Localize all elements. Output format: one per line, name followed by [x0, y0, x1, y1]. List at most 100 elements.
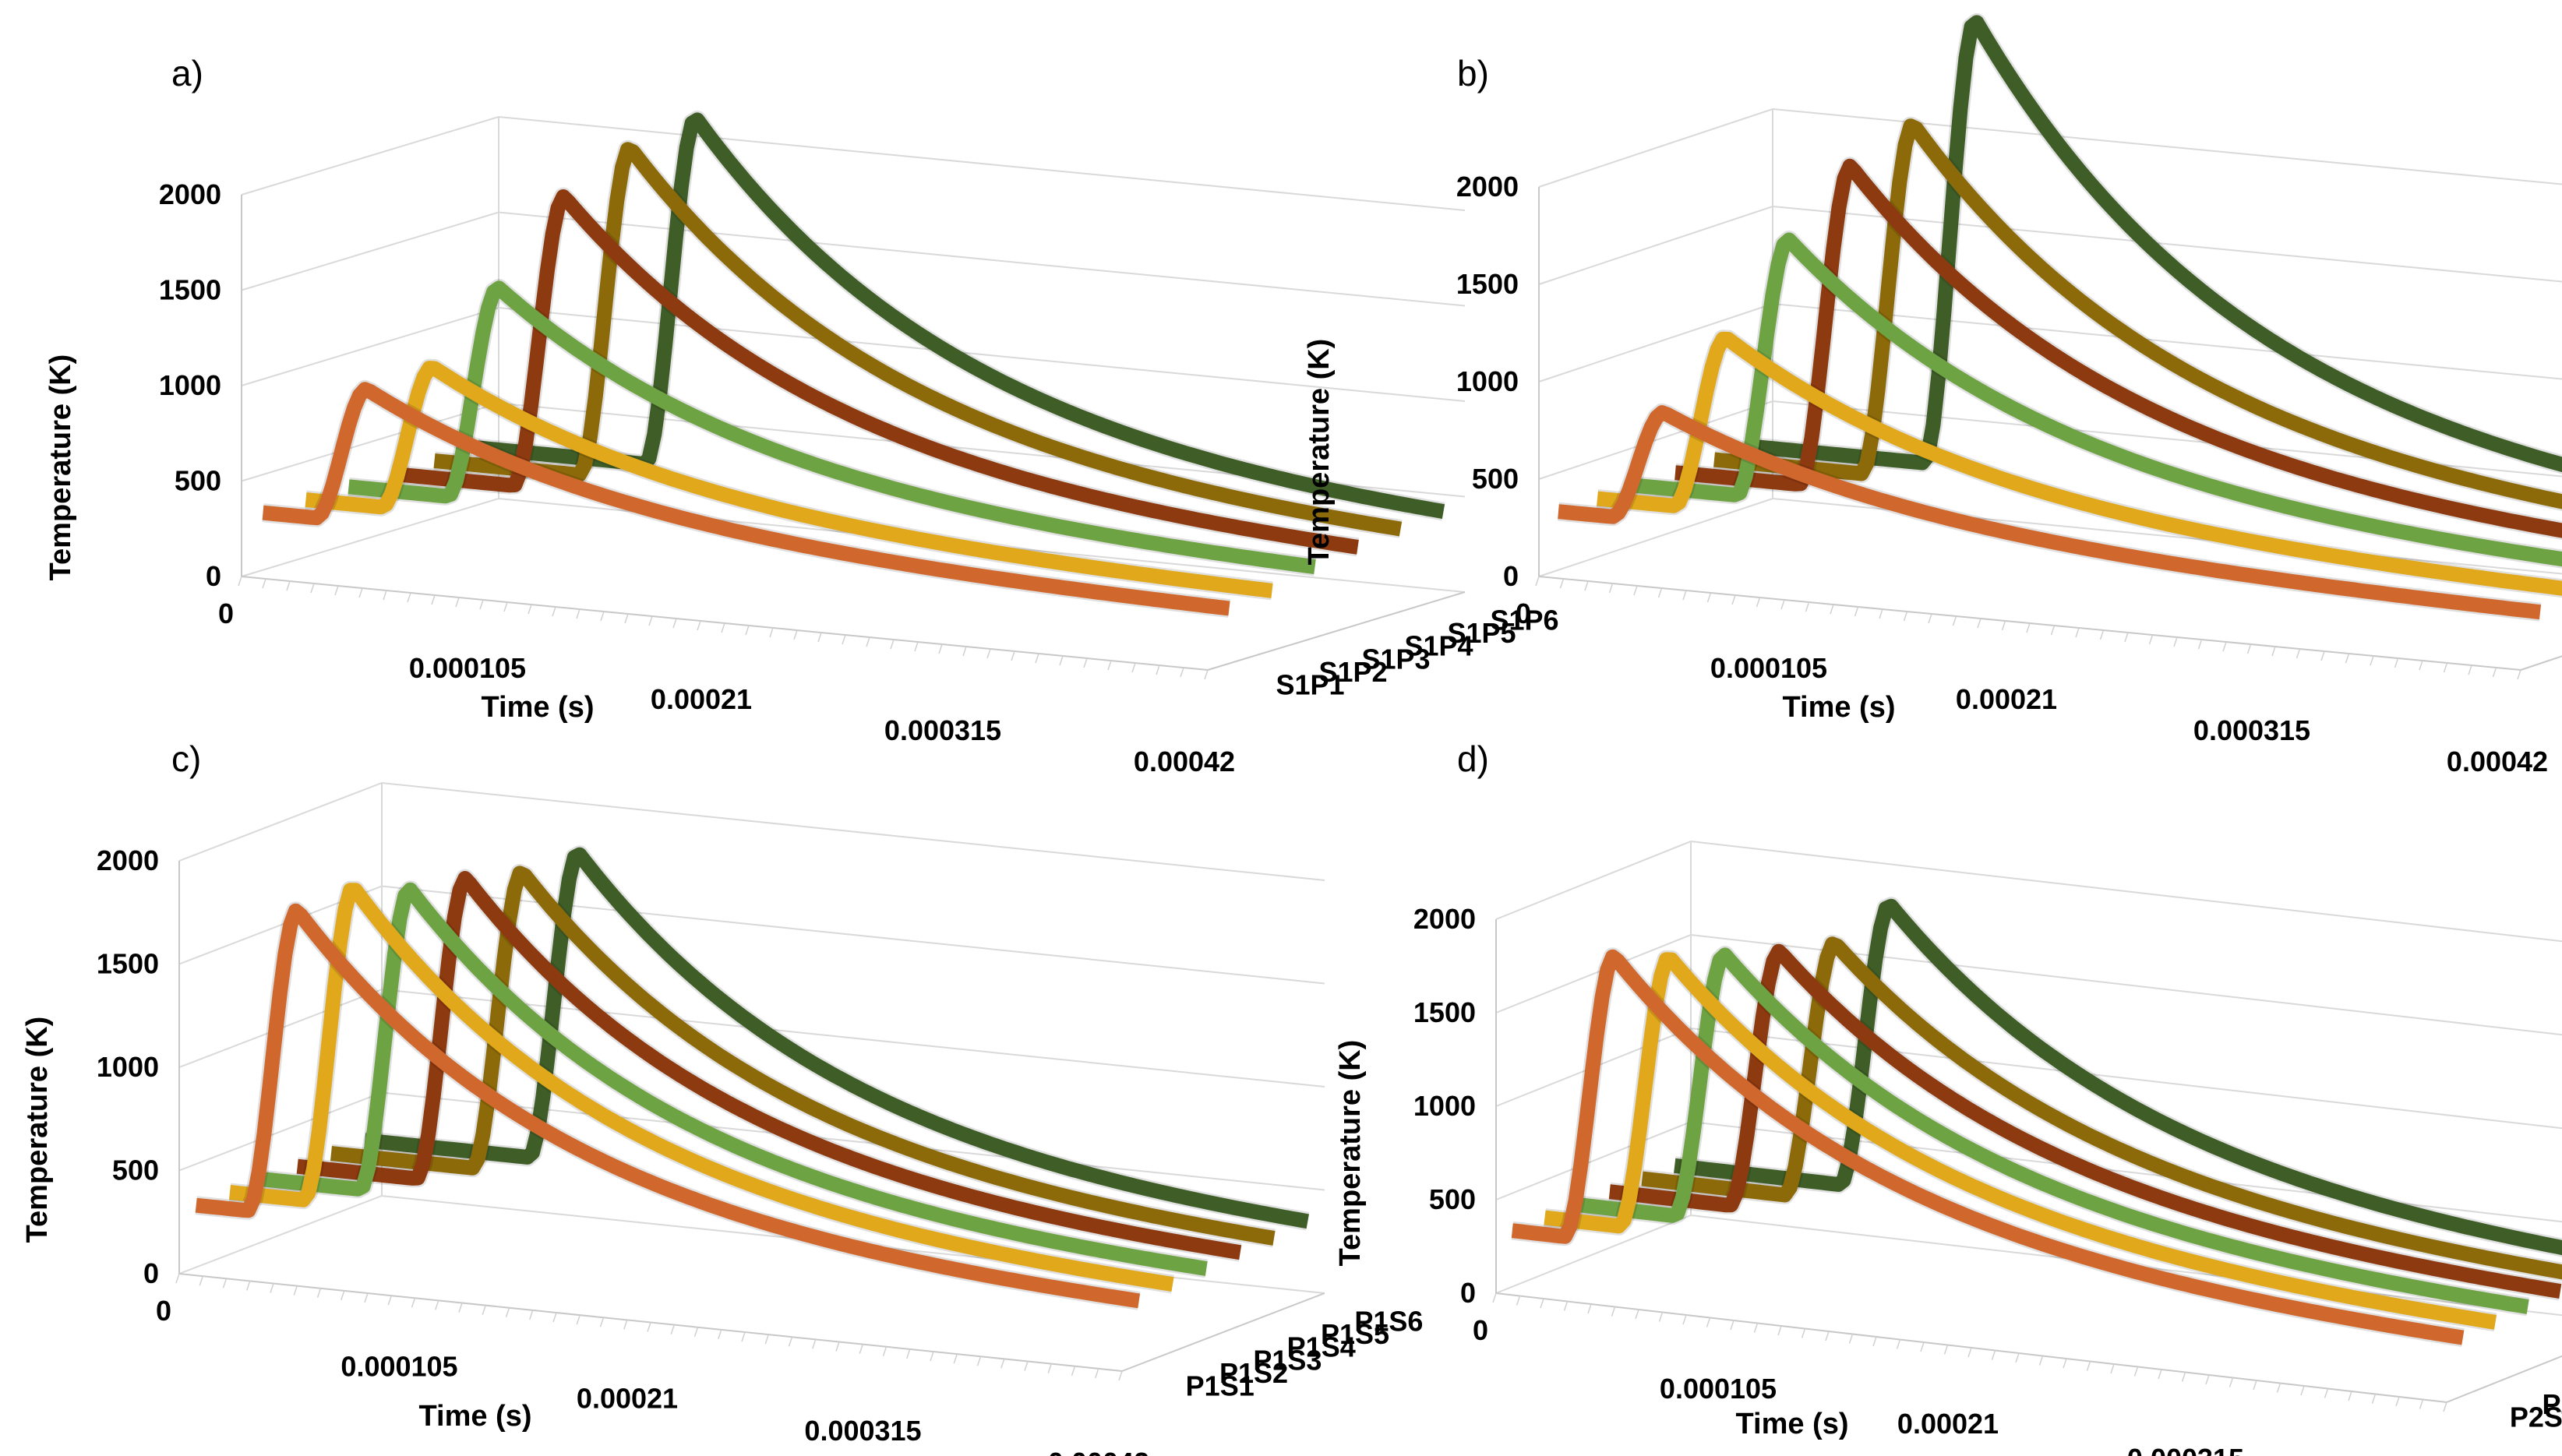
- series-line-P2S3: [1575, 947, 2530, 1314]
- y-tick-label: 2000: [1456, 171, 1519, 203]
- x-minor-tick: [1854, 606, 1859, 617]
- x-minor-tick: [1967, 1347, 1972, 1358]
- series-line-S1P5: [432, 142, 1403, 537]
- series-line-S2P6: [1751, 15, 2562, 473]
- x-minor-tick: [238, 576, 242, 587]
- x-minor-tick: [600, 611, 605, 622]
- x-minor-tick: [1611, 1306, 1616, 1317]
- series-line-S1P1: [260, 382, 1232, 616]
- x-minor-tick: [1047, 1363, 1052, 1373]
- y-axis-title: Temperature (K): [44, 354, 77, 581]
- x-minor-tick: [270, 1283, 274, 1293]
- x-minor-tick: [624, 613, 629, 624]
- depth-label: P1S2: [1219, 1357, 1288, 1389]
- x-minor-tick: [2050, 625, 2056, 636]
- x-minor-tick: [890, 639, 895, 650]
- x-minor-tick: [2158, 1369, 2162, 1380]
- y-axis-title: Temperature (K): [1303, 339, 1336, 566]
- x-tick-label: 0.00021: [1956, 683, 2057, 715]
- x-minor-tick: [938, 643, 943, 654]
- y-tick-label: 1500: [1456, 268, 1519, 300]
- x-minor-tick: [670, 1324, 675, 1334]
- depth-label: S1P3: [1362, 643, 1431, 675]
- x-axis-title: Time (s): [418, 1400, 531, 1433]
- series-line-P2S4: [1607, 943, 2562, 1299]
- x-minor-tick: [2181, 1372, 2186, 1382]
- x-tick-label: 0.000315: [2193, 714, 2310, 746]
- y-tick-label: 0: [1503, 560, 1519, 592]
- x-tick-label: 0: [1473, 1314, 1488, 1346]
- x-minor-tick: [1730, 1320, 1734, 1331]
- x-minor-tick: [793, 629, 798, 640]
- depth-label: P1S1: [1186, 1370, 1255, 1402]
- x-minor-tick: [2229, 1377, 2234, 1387]
- x-tick-label: 0.00042: [1134, 746, 1235, 777]
- x-minor-tick: [1658, 1312, 1664, 1322]
- x-minor-tick: [341, 1290, 345, 1301]
- x-minor-tick: [1825, 1331, 1830, 1341]
- x-minor-tick: [2026, 622, 2031, 633]
- y-axis-title: Temperature (K): [21, 1017, 54, 1243]
- x-minor-tick: [697, 620, 701, 631]
- x-minor-tick: [882, 1346, 888, 1356]
- x-minor-tick: [1657, 587, 1663, 598]
- x-minor-tick: [2370, 655, 2374, 666]
- x-minor-tick: [866, 636, 870, 647]
- x-minor-tick: [2110, 1363, 2115, 1374]
- y-tick-label: 2000: [1413, 903, 1476, 935]
- x-minor-tick: [1879, 608, 1883, 619]
- x-minor-tick: [1587, 1303, 1592, 1314]
- x-minor-tick: [364, 1292, 369, 1303]
- x-minor-tick: [2253, 1380, 2257, 1391]
- x-minor-tick: [2517, 669, 2521, 680]
- x-minor-tick: [2300, 1385, 2305, 1396]
- x-minor-tick: [1830, 604, 1834, 615]
- series-line-S2P5: [1712, 118, 2562, 509]
- x-minor-tick: [2246, 643, 2252, 654]
- y-tick-label: 0: [1460, 1277, 1476, 1309]
- x-minor-tick: [1131, 662, 1136, 673]
- gridlines: [238, 115, 1466, 680]
- x-minor-tick: [1682, 1314, 1687, 1325]
- x-minor-tick: [2197, 639, 2203, 650]
- x-minor-tick: [431, 594, 436, 605]
- x-minor-tick: [1920, 1341, 1925, 1352]
- x-minor-tick: [2394, 657, 2399, 668]
- x-minor-tick: [1608, 583, 1614, 594]
- x-minor-tick: [458, 1303, 463, 1313]
- x-minor-tick: [2038, 1356, 2044, 1366]
- series-line-S1P3: [346, 280, 1318, 575]
- x-minor-tick: [1706, 1317, 1711, 1327]
- depth-axis-line: [1121, 1292, 1325, 1372]
- series-line-S2P3: [1634, 232, 2562, 567]
- x-minor-tick: [1756, 597, 1761, 608]
- x-minor-tick: [552, 1312, 557, 1323]
- x-minor-tick: [1872, 1336, 1877, 1347]
- depth-label: S1P6: [1491, 604, 1559, 636]
- x-minor-tick: [2133, 1366, 2139, 1377]
- x-minor-tick: [648, 615, 653, 626]
- x-minor-tick: [1635, 1309, 1639, 1320]
- y-tick-label: 1000: [1413, 1090, 1476, 1122]
- x-minor-tick: [2124, 632, 2129, 643]
- x-minor-tick: [529, 1310, 534, 1320]
- x-minor-tick: [721, 622, 725, 633]
- x-minor-tick: [599, 1317, 605, 1327]
- x-minor-tick: [1492, 1292, 1497, 1303]
- x-tick-label: 0.000105: [1660, 1373, 1777, 1405]
- x-minor-tick: [2173, 636, 2178, 647]
- gridlines: [1535, 108, 2562, 680]
- depth-label: P1S4: [1287, 1331, 1356, 1363]
- x-minor-tick: [175, 1273, 180, 1284]
- depth-label: S1P2: [1319, 656, 1388, 688]
- x-minor-tick: [479, 599, 484, 610]
- depth-label: P1S3: [1253, 1344, 1322, 1376]
- y-tick-label: 500: [112, 1155, 159, 1186]
- x-tick-label: 0.00042: [1048, 1447, 1149, 1456]
- x-minor-tick: [1777, 1325, 1782, 1336]
- x-minor-tick: [1024, 1361, 1029, 1371]
- x-axis-title: Time (s): [481, 691, 594, 724]
- x-minor-tick: [741, 1331, 746, 1342]
- x-minor-tick: [1540, 1298, 1544, 1309]
- depth-label: S1P1: [1276, 669, 1345, 701]
